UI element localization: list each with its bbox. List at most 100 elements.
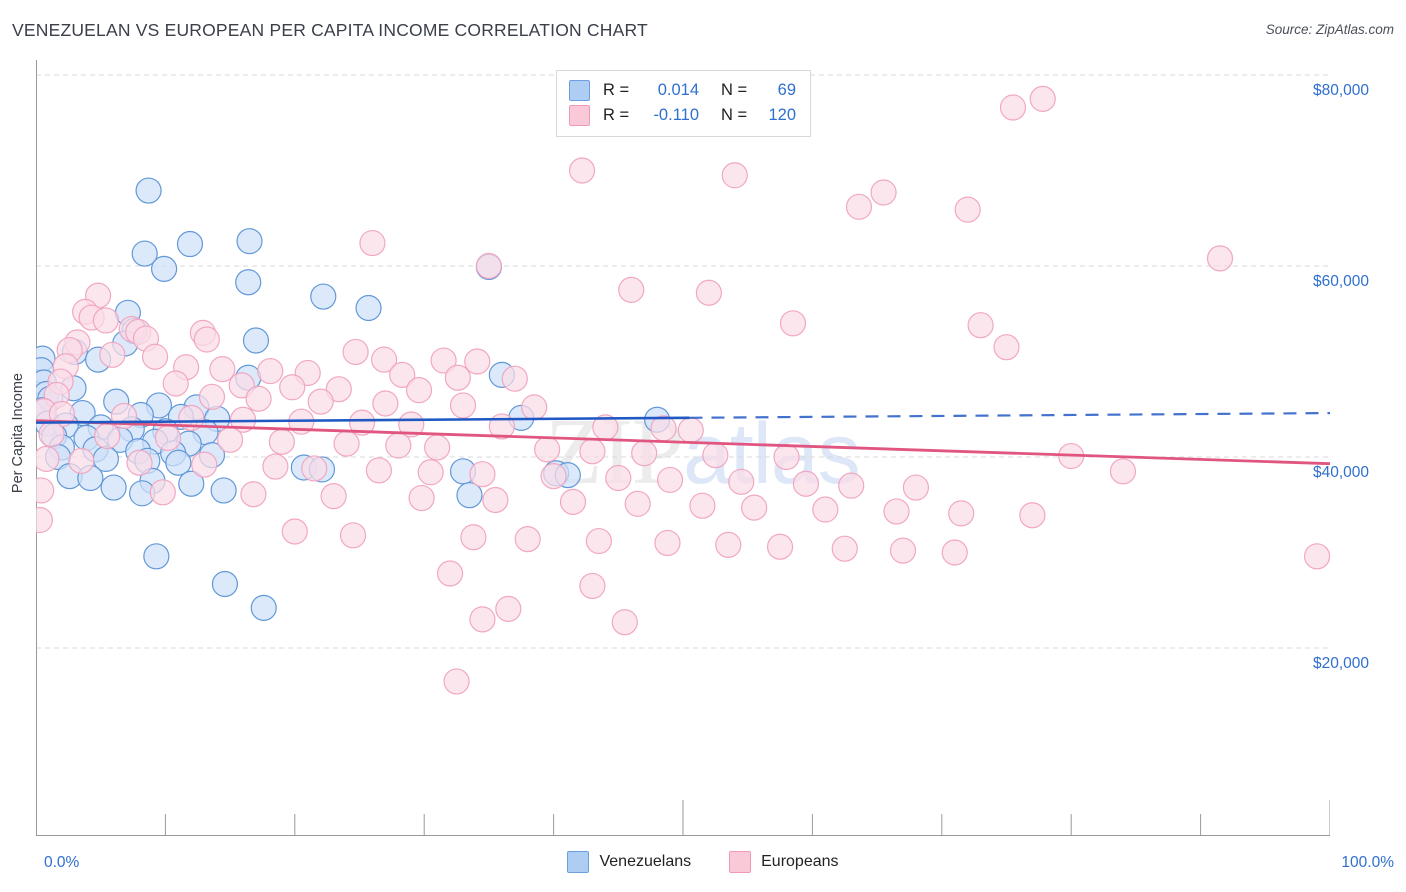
data-point [307,388,334,415]
data-point [211,570,239,598]
stats-row-venezuelans: R = 0.014 N = 69 [569,78,796,103]
data-point [611,609,638,636]
data-point [242,327,270,354]
data-point [348,409,376,436]
data-point [268,428,295,455]
trendline-venezuelans [36,416,690,424]
data-point [424,434,451,461]
data-point [240,481,267,508]
data-point [389,361,416,388]
data-point [631,440,658,467]
data-point [36,506,53,534]
data-point [236,228,263,255]
data-point [99,341,126,368]
r-value-europeans: -0.110 [653,106,699,124]
data-point [1206,245,1234,272]
series-points-venezuelans [36,177,671,621]
n-value-venezuelans: 69 [777,81,796,99]
data-point [355,294,382,322]
series-points-europeans [36,85,1330,695]
data-point [654,529,681,557]
data-point [310,283,337,310]
data-point [585,527,612,555]
data-point [568,157,596,184]
chart-legend: Venezuelans Europeans [0,851,1406,873]
data-point [193,326,220,353]
legend-item-europeans[interactable]: Europeans [729,851,839,873]
data-point [165,449,192,476]
data-point [715,531,742,558]
data-point [999,94,1027,121]
data-point [812,496,839,523]
data-point [209,356,236,383]
data-point [1109,458,1137,485]
legend-swatch-venezuelans [567,851,590,873]
data-point [325,376,352,403]
data-point [1303,543,1330,570]
data-point [677,417,704,444]
data-point [443,668,470,695]
data-point [370,346,398,373]
data-point [831,535,858,562]
data-point [430,347,457,374]
data-point [36,445,60,473]
data-point [948,500,975,527]
data-point [605,464,632,492]
data-point [333,430,360,457]
legend-label-europeans: Europeans [761,853,839,870]
data-point [301,455,328,482]
data-point [135,177,162,204]
legend-item-venezuelans[interactable]: Venezuelans [567,851,691,873]
y-tick-label: $80,000 [1313,82,1370,99]
data-point [845,193,873,220]
trendline-projected-venezuelans [689,411,1330,419]
data-point [68,447,95,474]
data-point [217,426,244,453]
r-label: R = [603,106,630,124]
data-point [702,441,729,469]
page-title: VENEZUELAN VS EUROPEAN PER CAPITA INCOME… [12,20,648,40]
data-point [902,474,930,501]
y-tick-label: $60,000 [1313,273,1370,290]
data-point [262,453,289,480]
data-point [650,415,677,442]
data-point [728,468,755,495]
data-point [38,420,65,448]
data-point [514,526,541,553]
data-point [792,470,820,497]
data-point [385,432,412,459]
data-point [94,422,121,450]
data-point [191,451,218,478]
data-point [475,252,502,280]
plot-area [36,60,1330,836]
data-point [444,364,471,391]
data-point [365,457,393,484]
data-point [398,411,425,438]
data-point [198,383,226,410]
data-point [618,276,645,303]
data-point [967,312,994,339]
data-point [342,338,369,366]
data-point [579,572,606,600]
data-point [941,539,968,566]
data-point [954,196,981,223]
data-point [250,594,277,621]
data-point [131,240,158,267]
data-point [126,449,153,476]
r-value-venezuelans: 0.014 [657,81,699,99]
data-point [359,229,386,257]
legend-label-venezuelans: Venezuelans [599,853,692,870]
stats-row-europeans: R = -0.110 N = 120 [569,103,796,128]
data-point [1019,502,1046,529]
n-label: N = [721,106,748,124]
trendline-europeans [36,419,1330,466]
y-tick-label: $40,000 [1313,464,1370,481]
data-point [178,404,205,431]
data-point [372,390,399,417]
data-point [883,498,910,525]
legend-swatch-europeans [729,851,752,873]
data-point [624,490,651,517]
data-point [766,533,794,560]
data-point [469,461,496,488]
